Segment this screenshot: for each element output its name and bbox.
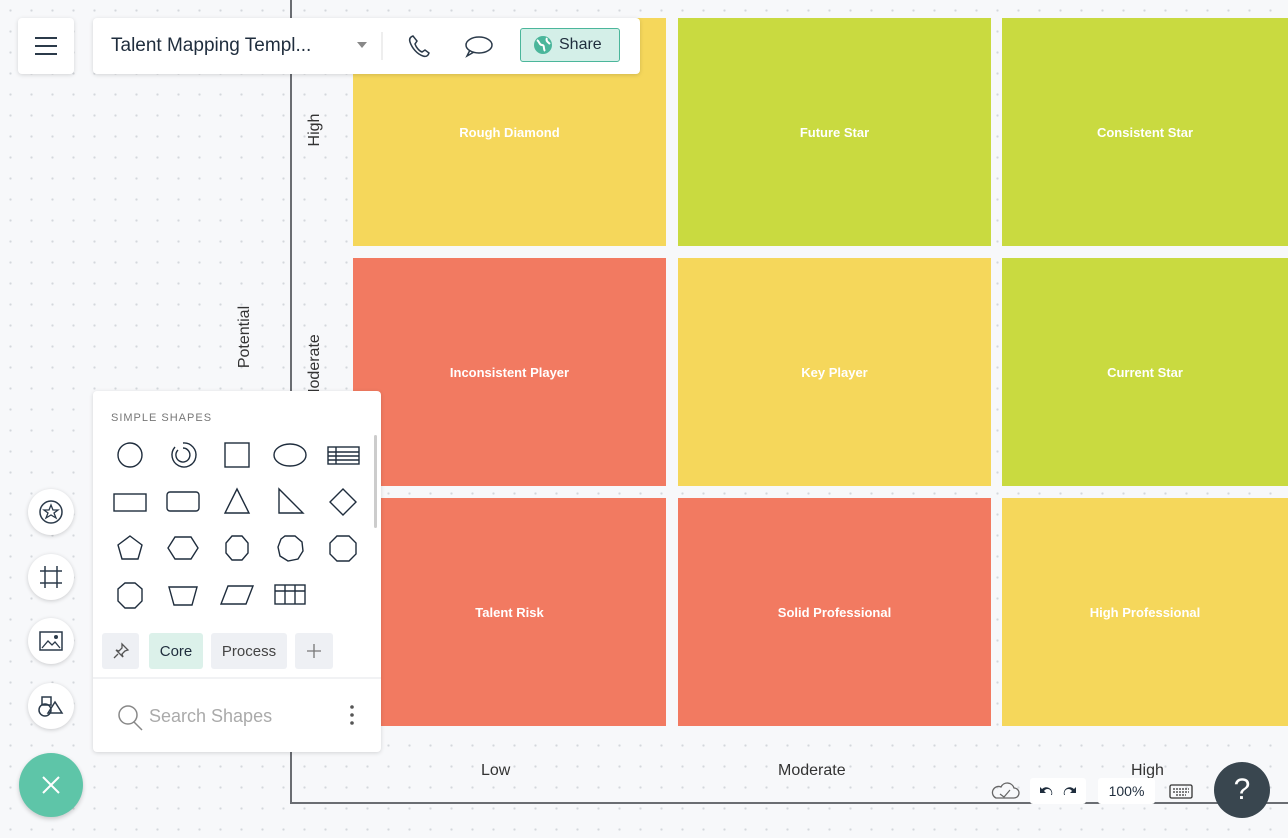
cell[interactable]: Solid Professional — [678, 498, 991, 726]
x-label: High — [1131, 762, 1164, 779]
menu-icon — [35, 37, 57, 55]
help-button[interactable]: ? — [1214, 762, 1270, 818]
panel-heading: SIMPLE SHAPES — [111, 412, 213, 424]
cell[interactable]: Future Star — [678, 18, 991, 246]
x-label: Low — [481, 762, 511, 779]
tool-button[interactable] — [28, 489, 74, 535]
cell[interactable]: Inconsistent Player — [353, 258, 666, 486]
shape-library[interactable] — [93, 391, 381, 752]
menu-button[interactable] — [18, 18, 74, 74]
tool-button[interactable] — [28, 683, 74, 729]
pin-icon — [113, 642, 129, 659]
add-tab[interactable] — [295, 633, 333, 669]
tab[interactable]: Core — [149, 633, 203, 669]
zoom-level[interactable]: 100% — [1098, 778, 1155, 804]
cell[interactable]: Consistent Star — [1002, 18, 1288, 246]
y-title: Potential — [236, 305, 253, 369]
tool-icon — [40, 566, 62, 588]
share-button[interactable]: Share — [520, 28, 620, 62]
y-label: High — [306, 113, 323, 147]
toolbar-icons — [357, 32, 493, 60]
doc-title[interactable]: Talent Mapping Templ... — [111, 35, 312, 56]
close-icon — [42, 776, 60, 794]
globe-icon — [534, 36, 552, 54]
x-label: Moderate — [778, 762, 846, 779]
status-icons — [991, 778, 1193, 804]
shapes-panel: SIMPLE SHAPES — [93, 391, 381, 752]
x-axis-line — [290, 802, 1288, 804]
tool-button[interactable] — [28, 618, 74, 664]
pin-tab[interactable] — [102, 633, 139, 669]
cell[interactable]: Talent Risk — [353, 498, 666, 726]
close-fab[interactable] — [19, 753, 83, 817]
tool-button[interactable] — [28, 554, 74, 600]
search-shapes[interactable]: Search Shapes — [149, 706, 273, 726]
title-bar: Talent Mapping Templ... Share — [93, 18, 640, 74]
cell[interactable]: Current Star — [1002, 258, 1288, 486]
cell[interactable]: High Professional — [1002, 498, 1288, 726]
tool-icon — [39, 500, 63, 524]
cell[interactable]: Key Player — [678, 258, 991, 486]
tool-icon — [39, 631, 63, 651]
plus-icon — [307, 644, 321, 658]
tool-icon — [38, 696, 64, 717]
share-label: Share — [559, 36, 602, 53]
tab[interactable]: Process — [211, 633, 287, 669]
